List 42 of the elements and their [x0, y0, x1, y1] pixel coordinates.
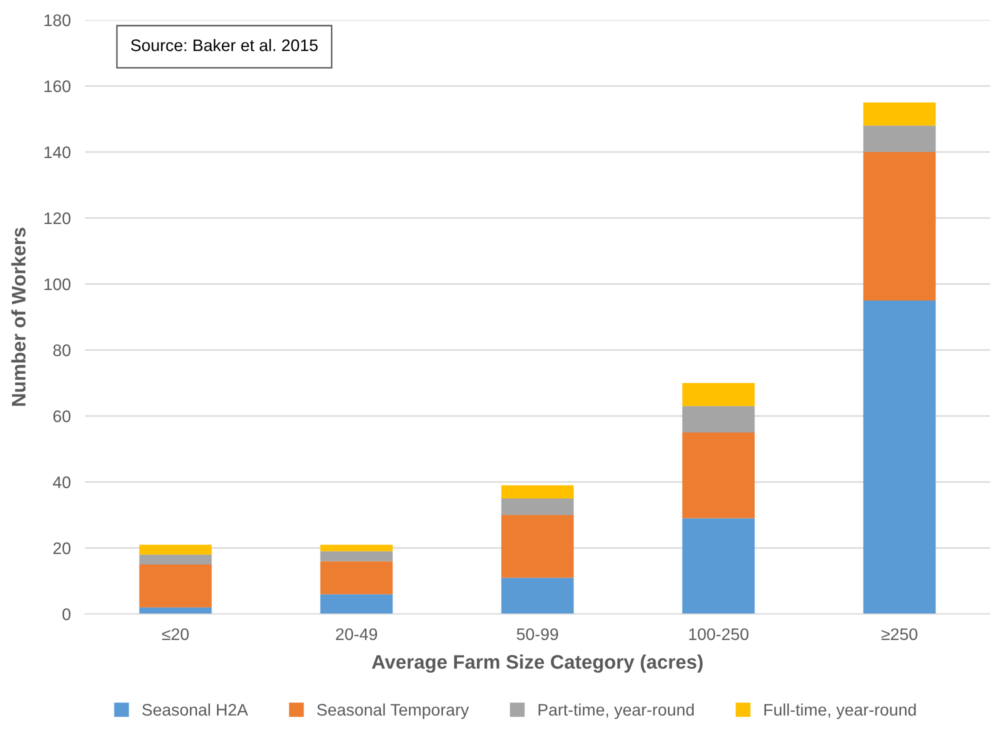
bar [139, 564, 212, 608]
legend-label: Seasonal Temporary [317, 703, 469, 719]
bar [682, 406, 755, 432]
bar [320, 544, 393, 552]
bar [863, 126, 936, 152]
bar [863, 152, 936, 300]
bar [139, 607, 212, 614]
bar [139, 544, 212, 555]
bar [501, 498, 574, 515]
bar [320, 551, 393, 562]
annotation: Source: Baker et al. 2015 [131, 38, 318, 52]
y-tick-label: 140 [44, 146, 70, 158]
y-axis-title: Number of Workers [11, 228, 26, 406]
x-tick-label: ≥250 [882, 628, 918, 640]
y-tick-label: 60 [53, 410, 70, 422]
x-axis-title: Average Farm Size Category (acres) [372, 654, 703, 673]
y-tick-label: 20 [53, 542, 70, 554]
y-tick-label: 160 [44, 80, 70, 92]
x-tick-label: ≤20 [162, 628, 189, 640]
bar [501, 485, 574, 498]
y-tick-label: 80 [53, 344, 70, 356]
y-tick-label: 100 [44, 278, 70, 290]
y-tick-label: 180 [44, 14, 70, 26]
bar [682, 383, 755, 406]
y-tick-label: 120 [44, 212, 70, 224]
bar [501, 515, 574, 578]
bar [320, 561, 393, 594]
bar [863, 102, 936, 126]
y-tick-label: 0 [62, 608, 70, 620]
bar [139, 554, 212, 564]
bar [682, 518, 755, 614]
legend-label: Full-time, year-round [764, 703, 916, 719]
x-tick-label: 20-49 [336, 628, 378, 640]
legend-label: Part-time, year-round [538, 703, 694, 719]
y-tick-label: 40 [52, 476, 70, 488]
x-tick-label: 50-99 [516, 628, 558, 640]
x-tick-label: 100-250 [689, 628, 748, 640]
legend-label: Seasonal H2A [142, 703, 248, 716]
bar [682, 432, 755, 518]
bar [320, 594, 393, 614]
bar [501, 578, 574, 614]
bar [863, 300, 936, 614]
